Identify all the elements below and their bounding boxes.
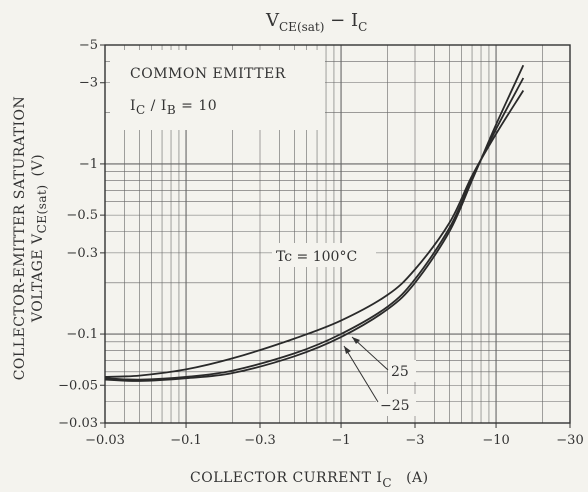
x-axis-ticks: −0.03 −0.1 −0.3 −1 −3 −10 −30 <box>85 423 584 448</box>
legend-common-emitter: COMMON EMITTER <box>130 66 286 82</box>
x-tick-label-2: −0.3 <box>244 433 276 448</box>
y-axis-label-line2: VOLTAGE VCE(sat)(V) <box>30 154 49 323</box>
arrow-25-line <box>351 336 389 371</box>
annotation-bg-25 <box>388 360 416 382</box>
y-tick-label-6: −3 <box>79 76 98 91</box>
series-line-2 <box>104 64 525 382</box>
annotation-bg-m25 <box>376 394 416 416</box>
x-tick-label-3: −1 <box>331 433 350 448</box>
x-tick-label-0: −0.03 <box>85 433 125 448</box>
x-tick-label-1: −0.1 <box>170 433 202 448</box>
annotation-bg <box>272 243 376 267</box>
y-axis-label-line1: COLLECTOR-EMITTER SATURATION <box>12 96 28 381</box>
x-tick-label-4: −3 <box>405 433 424 448</box>
annotation-tc-100: Tc = 100°C <box>276 249 357 265</box>
x-tick-label-5: −10 <box>482 433 509 448</box>
y-tick-label-0: −0.03 <box>58 416 98 431</box>
y-axis-ticks: −0.03 −0.05 −0.1 −0.3 −0.5 −1 −3 −5 <box>58 38 105 431</box>
plot-frame <box>104 44 571 424</box>
arrow-m25-head <box>344 346 351 354</box>
y-tick-label-4: −0.5 <box>66 208 98 223</box>
annotation-minus-25: −25 <box>380 398 410 414</box>
y-tick-label-7: −5 <box>79 38 98 53</box>
data-series <box>104 64 525 382</box>
chart-title: VCE(sat) − IC <box>265 10 367 34</box>
y-axis-label: COLLECTOR-EMITTER SATURATION VOLTAGE VCE… <box>12 96 49 381</box>
legend-ic-ib-ratio: IC / IB = 10 <box>130 98 217 117</box>
y-tick-label-1: −0.05 <box>58 378 98 393</box>
y-tick-label-3: −0.3 <box>66 246 98 261</box>
arrow-m25-line <box>343 345 379 403</box>
y-tick-label-5: −1 <box>79 157 98 172</box>
x-axis-label: COLLECTOR CURRENT IC (A) <box>190 470 429 490</box>
legend-box-bg <box>110 50 325 130</box>
annotation-25: 25 <box>391 364 409 380</box>
series-line-0 <box>104 90 525 378</box>
arrow-25-head <box>352 337 360 344</box>
x-tick-label-6: −30 <box>556 433 583 448</box>
y-tick-label-2: −0.1 <box>66 327 98 342</box>
